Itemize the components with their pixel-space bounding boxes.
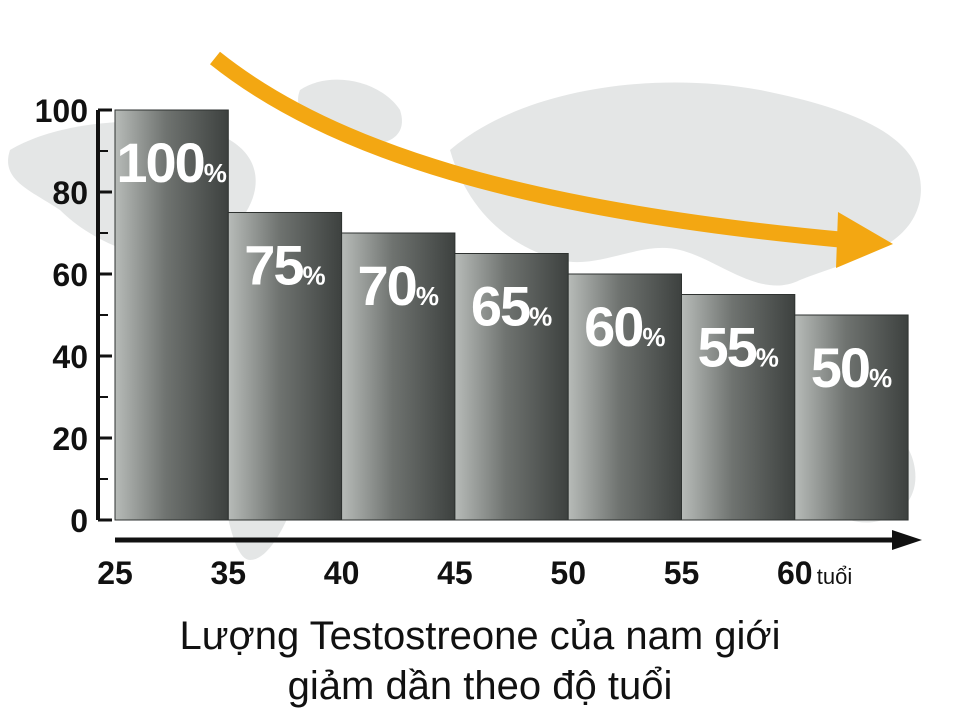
percent-sign: % [529, 302, 552, 332]
percent-sign: % [756, 343, 779, 373]
x-tick-label: 25 [97, 555, 133, 591]
x-axis-arrowhead [892, 530, 922, 550]
caption-line-1: Lượng Testostreone của nam giới [179, 614, 781, 658]
x-tick-label: 60 [777, 555, 813, 591]
percent-sign: % [416, 281, 439, 311]
y-tick-label: 0 [70, 503, 88, 539]
percent-sign: % [204, 158, 227, 188]
y-tick-label: 20 [52, 421, 88, 457]
y-tick-label: 80 [52, 175, 88, 211]
percent-sign: % [869, 363, 892, 393]
x-tick-label: 55 [664, 555, 700, 591]
x-unit-label: tuổi [817, 564, 852, 589]
bar-45 [454, 253, 569, 521]
y-tick-label: 100 [35, 93, 88, 129]
x-tick-label: 45 [437, 555, 473, 591]
percent-sign: % [642, 322, 665, 352]
x-tick-label: 40 [324, 555, 360, 591]
bar-55 [681, 294, 796, 521]
x-tick-label: 35 [211, 555, 247, 591]
caption-line-2: giảm dần theo độ tuổi [287, 664, 673, 708]
x-tick-label: 50 [550, 555, 586, 591]
y-tick-label: 60 [52, 257, 88, 293]
bar-25 [114, 109, 229, 521]
data-label: 100% [116, 131, 227, 194]
y-tick-label: 40 [52, 339, 88, 375]
trend-arrowhead-icon [836, 212, 893, 268]
bar-60 [794, 314, 909, 521]
trend-arrow-shaft [210, 51, 846, 248]
percent-sign: % [303, 261, 326, 291]
